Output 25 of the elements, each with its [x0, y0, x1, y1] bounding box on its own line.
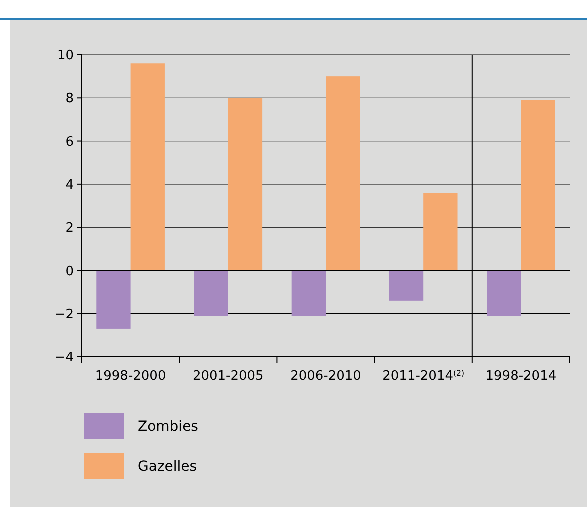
y-tick-label: −4	[54, 350, 74, 366]
bar	[389, 270, 424, 301]
y-tick-label: 0	[66, 264, 74, 280]
bar	[424, 193, 458, 271]
bar	[194, 270, 228, 316]
bar	[487, 270, 522, 316]
x-tick-label: 1998-2000	[95, 369, 166, 384]
y-tick-label: 6	[66, 134, 74, 150]
bar	[130, 64, 165, 271]
bar	[326, 76, 360, 271]
bar	[96, 270, 131, 329]
legend-label: Gazelles	[138, 458, 198, 475]
x-tick-label: 2001-2005	[192, 369, 264, 384]
bar	[228, 98, 263, 271]
legend-label: Zombies	[138, 418, 198, 435]
x-tick-label: 1998-2014	[486, 369, 557, 384]
y-tick-label: 10	[57, 48, 74, 64]
y-tick-label: 2	[66, 221, 74, 236]
y-tick-label: −2	[54, 307, 74, 322]
x-tick-label: 2011-2014$^{(2)}$	[382, 368, 465, 384]
bar	[521, 100, 556, 271]
x-tick-label: 2006-2010	[290, 369, 362, 384]
y-tick-label: 4	[66, 178, 74, 193]
y-tick-label: 8	[66, 92, 74, 107]
bar	[292, 270, 326, 316]
